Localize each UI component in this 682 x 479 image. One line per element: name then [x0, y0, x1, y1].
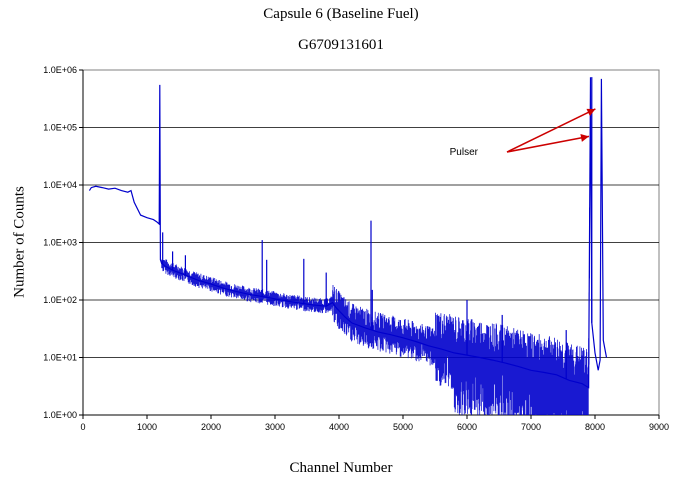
- y-tick-label: 1.0E+00: [43, 410, 77, 420]
- chart-title: Capsule 6 (Baseline Fuel): [263, 6, 419, 22]
- x-axis-title: Channel Number: [289, 460, 393, 476]
- x-tick-label: 2000: [201, 422, 221, 432]
- x-tick-label: 8000: [585, 422, 605, 432]
- x-tick-label: 0: [80, 422, 85, 432]
- y-tick-label: 1.0E+06: [43, 65, 77, 75]
- pulser-label: Pulser: [450, 147, 479, 158]
- pulser-arrow: [506, 135, 590, 153]
- y-tick-label: 1.0E+03: [43, 238, 77, 248]
- chart-subtitle: G6709131601: [298, 37, 384, 53]
- x-tick-label: 3000: [265, 422, 285, 432]
- x-tick-label: 9000: [649, 422, 669, 432]
- y-tick-label: 1.0E+02: [43, 295, 77, 305]
- pulser-arrow: [506, 108, 596, 153]
- y-tick-label: 1.0E+04: [43, 180, 77, 190]
- x-tick-label: 4000: [329, 422, 349, 432]
- pulser-arrowhead: [580, 133, 589, 142]
- y-tick-label: 1.0E+01: [43, 353, 77, 363]
- x-tick-label: 6000: [457, 422, 477, 432]
- x-tick-label: 1000: [137, 422, 157, 432]
- x-tick-label: 5000: [393, 422, 413, 432]
- y-tick-label: 1.0E+05: [43, 123, 77, 133]
- pulser-arrowhead: [586, 108, 596, 117]
- x-tick-label: 7000: [521, 422, 541, 432]
